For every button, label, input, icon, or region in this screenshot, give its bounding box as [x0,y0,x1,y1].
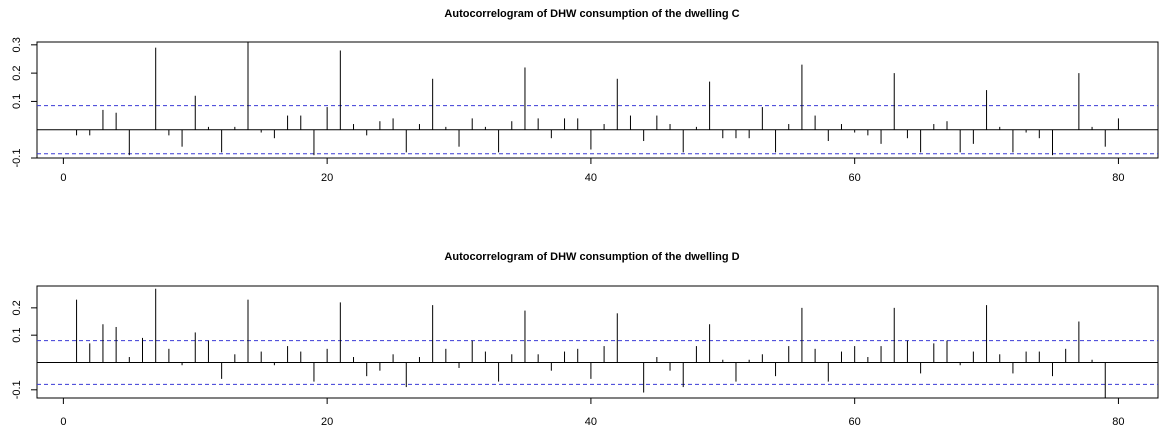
y-tick-label: -0.1 [11,380,23,399]
x-tick-label: 20 [321,172,333,184]
x-tick-label: 20 [321,416,333,428]
y-tick-label: 0.3 [11,37,23,52]
plot-frame [36,285,1159,399]
x-tick-label: 80 [1112,416,1124,428]
chart-title: Autocorrelogram of DHW consumption of th… [444,251,739,263]
autocorrelogram-panel-c: Autocorrelogram of DHW consumption of th… [11,8,1159,184]
plot-frame [36,41,1159,159]
x-tick-label: 40 [585,172,597,184]
x-tick-label: 80 [1112,172,1124,184]
y-tick-label: 0.1 [11,328,23,343]
y-tick-label: 0.2 [11,300,23,315]
y-tick-label: 0.2 [11,65,23,80]
chart-title: Autocorrelogram of DHW consumption of th… [444,8,739,20]
y-tick-label: -0.1 [11,149,23,168]
x-tick-label: 60 [849,416,861,428]
autocorrelogram-panel-d: Autocorrelogram of DHW consumption of th… [11,251,1159,428]
x-tick-label: 40 [585,416,597,428]
x-tick-label: 60 [849,172,861,184]
x-tick-label: 0 [60,172,66,184]
x-tick-label: 0 [60,416,66,428]
y-tick-label: 0.1 [11,94,23,109]
